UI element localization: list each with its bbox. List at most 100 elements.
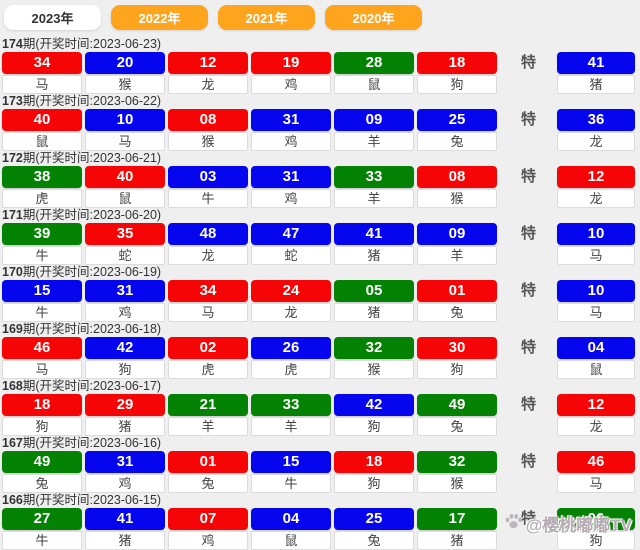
number-cell: 38 虎 <box>2 166 82 208</box>
number-box: 29 <box>85 394 165 416</box>
zodiac-label: 羊 <box>251 417 331 436</box>
year-tab[interactable]: 2023年 <box>4 5 101 30</box>
number-cell: 17 猪 <box>417 508 497 550</box>
zodiac-label: 牛 <box>251 474 331 493</box>
zodiac-label: 狗 <box>557 531 635 550</box>
number-box: 42 <box>334 394 414 416</box>
number-cell: 21 羊 <box>168 394 248 436</box>
number-cell: 18 狗 <box>2 394 82 436</box>
number-cell: 39 牛 <box>2 223 82 265</box>
number-cell: 27 牛 <box>2 508 82 550</box>
number-cell: 01 兔 <box>168 451 248 493</box>
zodiac-label: 狗 <box>417 75 497 94</box>
special-number-cell: 41 猪 <box>557 52 635 94</box>
number-box: 41 <box>85 508 165 530</box>
zodiac-label: 羊 <box>334 132 414 151</box>
zodiac-label: 鸡 <box>168 531 248 550</box>
year-tab[interactable]: 2021年 <box>218 5 315 30</box>
zodiac-label: 牛 <box>2 246 82 265</box>
period-number: 166 <box>2 493 23 507</box>
number-cell: 32 猴 <box>334 337 414 379</box>
number-box: 26 <box>251 337 331 359</box>
zodiac-label: 狗 <box>417 360 497 379</box>
number-cell: 31 鸡 <box>85 451 165 493</box>
year-tab-label: 2023年 <box>31 11 74 26</box>
number-cell: 26 虎 <box>251 337 331 379</box>
zodiac-label: 虎 <box>168 360 248 379</box>
zodiac-label: 马 <box>168 303 248 322</box>
period-number: 174 <box>2 37 23 51</box>
special-column-label: 特 <box>520 453 536 470</box>
number-box: 04 <box>557 337 635 359</box>
zodiac-label: 鸡 <box>251 189 331 208</box>
special-number-cell: 06 狗 <box>557 508 635 550</box>
zodiac-label: 兔 <box>417 417 497 436</box>
period-row: 173期(开奖时间:2023-06-22) 40 鼠 10 马 08 猴 31 … <box>2 93 640 151</box>
number-cell: 34 马 <box>2 52 82 94</box>
year-tab-label: 2022年 <box>138 11 181 26</box>
zodiac-label: 虎 <box>251 360 331 379</box>
number-box: 20 <box>85 52 165 74</box>
period-cells: 49 兔 31 鸡 01 兔 15 牛 18 狗 32 猴 特 46 马 <box>2 451 640 493</box>
zodiac-label: 龙 <box>168 246 248 265</box>
period-label: 166期(开奖时间:2023-06-15) <box>2 492 640 508</box>
zodiac-label: 鼠 <box>251 531 331 550</box>
number-cell: 20 猴 <box>85 52 165 94</box>
number-cell: 34 马 <box>168 280 248 322</box>
results-list: 174期(开奖时间:2023-06-23) 34 马 20 猴 12 龙 19 … <box>0 36 640 550</box>
zodiac-label: 兔 <box>334 531 414 550</box>
zodiac-label: 猪 <box>334 246 414 265</box>
number-cell: 46 马 <box>2 337 82 379</box>
zodiac-label: 鸡 <box>85 303 165 322</box>
period-row: 170期(开奖时间:2023-06-19) 15 牛 31 鸡 34 马 24 … <box>2 264 640 322</box>
period-draw-time: 期(开奖时间:2023-06-22) <box>22 94 162 108</box>
number-box: 34 <box>2 52 82 74</box>
number-cell: 41 猪 <box>334 223 414 265</box>
number-box: 28 <box>334 52 414 74</box>
number-box: 33 <box>251 394 331 416</box>
zodiac-label: 马 <box>557 246 635 265</box>
period-number: 167 <box>2 436 23 450</box>
year-tab[interactable]: 2022年 <box>111 5 208 30</box>
number-box: 15 <box>2 280 82 302</box>
number-cell: 28 鼠 <box>334 52 414 94</box>
number-box: 15 <box>251 451 331 473</box>
zodiac-label: 鼠 <box>557 360 635 379</box>
number-box: 12 <box>557 166 635 188</box>
zodiac-label: 龙 <box>251 303 331 322</box>
number-cell: 29 猪 <box>85 394 165 436</box>
period-label: 172期(开奖时间:2023-06-21) <box>2 150 640 166</box>
number-cell: 25 兔 <box>417 109 497 151</box>
number-cell: 08 猴 <box>417 166 497 208</box>
year-tab[interactable]: 2020年 <box>325 5 422 30</box>
number-box: 35 <box>85 223 165 245</box>
zodiac-label: 兔 <box>168 474 248 493</box>
year-tab-label: 2021年 <box>245 11 288 26</box>
special-number-cell: 12 龙 <box>557 166 635 208</box>
special-column-label: 特 <box>520 225 536 242</box>
special-column-label: 特 <box>520 339 536 356</box>
number-cell: 31 鸡 <box>251 166 331 208</box>
period-number: 168 <box>2 379 23 393</box>
zodiac-label: 狗 <box>334 417 414 436</box>
number-box: 38 <box>2 166 82 188</box>
period-label: 169期(开奖时间:2023-06-18) <box>2 321 640 337</box>
zodiac-label: 鼠 <box>85 189 165 208</box>
number-box: 49 <box>417 394 497 416</box>
zodiac-label: 羊 <box>417 246 497 265</box>
number-cell: 42 狗 <box>334 394 414 436</box>
special-number-cell: 46 马 <box>557 451 635 493</box>
number-box: 02 <box>168 337 248 359</box>
zodiac-label: 牛 <box>2 531 82 550</box>
zodiac-label: 狗 <box>2 417 82 436</box>
number-cell: 04 鼠 <box>251 508 331 550</box>
number-box: 06 <box>557 508 635 530</box>
zodiac-label: 猪 <box>557 75 635 94</box>
zodiac-label: 马 <box>557 303 635 322</box>
number-box: 10 <box>85 109 165 131</box>
special-column-label: 特 <box>520 510 536 527</box>
number-cell: 18 狗 <box>334 451 414 493</box>
zodiac-label: 马 <box>557 474 635 493</box>
number-box: 05 <box>334 280 414 302</box>
period-row: 166期(开奖时间:2023-06-15) 27 牛 41 猪 07 鸡 04 … <box>2 492 640 550</box>
